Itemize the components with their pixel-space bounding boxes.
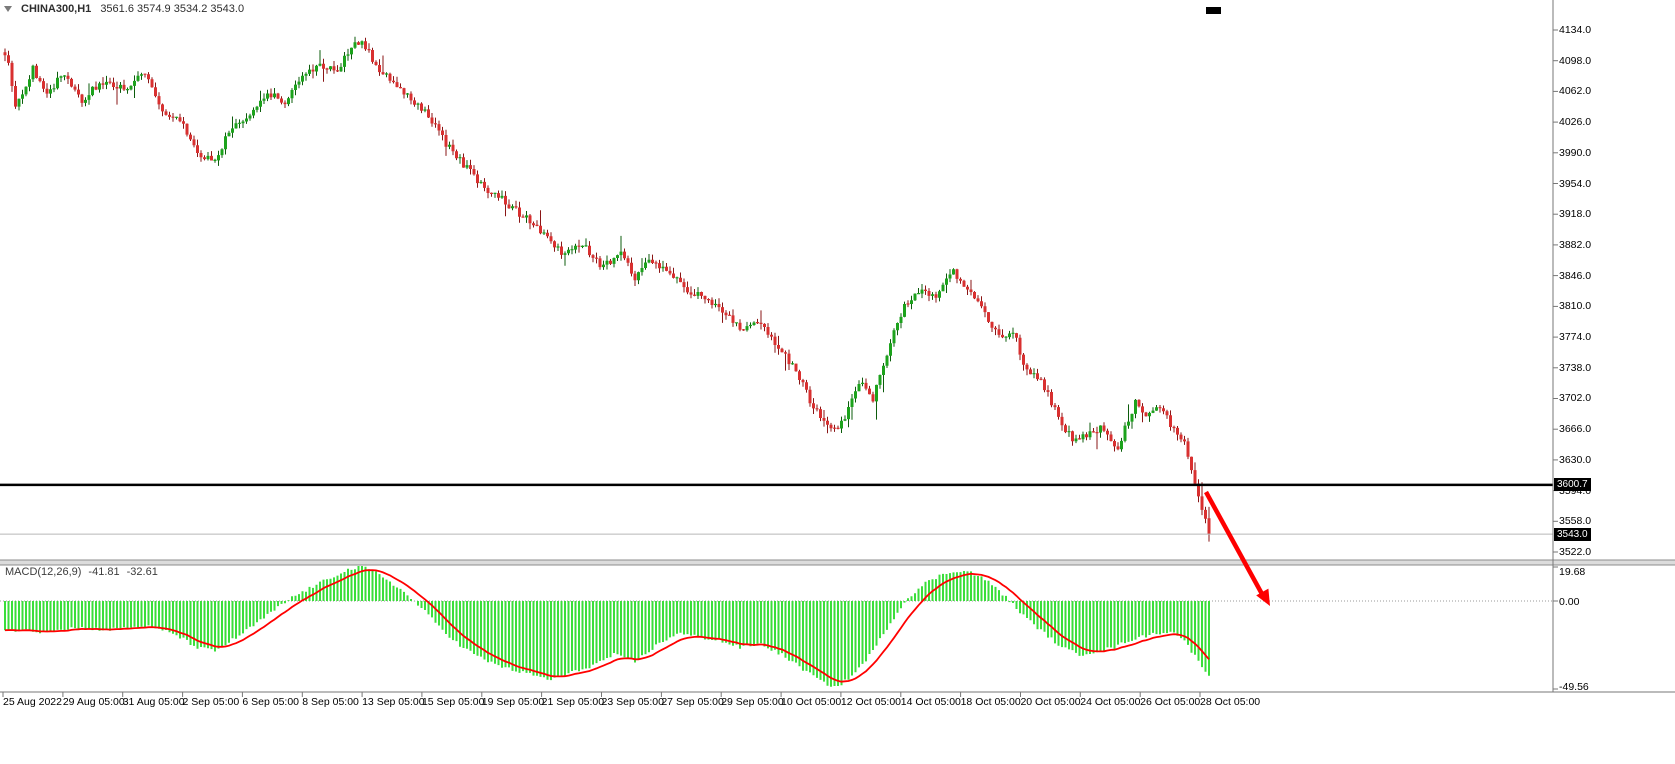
time-axis-label: 13 Sep 05:00 <box>362 696 425 708</box>
time-axis-label: 20 Oct 05:00 <box>1020 696 1081 708</box>
price-axis-label: 3702.0 <box>1559 392 1592 405</box>
symbol-timeframe-label: CHINA300,H1 <box>21 3 92 15</box>
bid-price-tag: 3543.0 <box>1554 527 1591 541</box>
price-axis-label: 4062.0 <box>1559 85 1592 98</box>
trend-arrow-annotation[interactable] <box>1204 490 1270 606</box>
candlesticks <box>3 36 1211 542</box>
time-axis-label: 14 Oct 05:00 <box>900 696 961 708</box>
price-axis-label: 3666.0 <box>1559 423 1592 436</box>
price-axis-label: 4026.0 <box>1559 116 1592 129</box>
trendline-price-tag: 3600.7 <box>1554 478 1591 492</box>
macd-signal-value: -32.61 <box>126 566 158 578</box>
one-click-trading-icon[interactable] <box>4 6 12 12</box>
panel-divider[interactable] <box>0 559 1675 566</box>
axis-ticks <box>2 29 1558 697</box>
macd-main-value: -41.81 <box>88 566 120 578</box>
time-axis-label: 15 Sep 05:00 <box>421 696 485 708</box>
price-axis-label: 3630.0 <box>1559 453 1592 466</box>
time-axis-label: 31 Aug 05:00 <box>122 696 185 708</box>
time-axis-label: 12 Oct 05:00 <box>840 696 902 708</box>
time-axis-label: 27 Sep 05:00 <box>661 696 724 708</box>
macd-axis-label: -49.56 <box>1559 681 1589 693</box>
time-axis-label: 18 Oct 05:00 <box>960 696 1021 708</box>
price-axis-label: 3810.0 <box>1559 300 1592 313</box>
time-axis-label: 24 Oct 05:00 <box>1080 696 1141 708</box>
price-axis-label: 3738.0 <box>1559 361 1592 374</box>
chart-ohlc-header: CHINA300,H1 3561.6 3574.9 3534.2 3543.0 <box>4 3 244 15</box>
time-axis-label: 2 Sep 05:00 <box>182 696 240 708</box>
macd-name: MACD(12,26,9) <box>5 566 82 578</box>
price-axis-label: 3522.0 <box>1559 546 1592 558</box>
time-axis-label: 21 Sep 05:00 <box>541 696 605 708</box>
price-axis-label: 3918.0 <box>1559 208 1592 221</box>
macd-axis-label: 19.68 <box>1559 566 1586 578</box>
price-axis-label: 3882.0 <box>1559 238 1592 251</box>
time-axis-label: 19 Sep 05:00 <box>481 696 545 708</box>
price-axis-label: 3954.0 <box>1559 177 1592 190</box>
macd-signal-line <box>4 569 1210 683</box>
time-axis-label: 26 Oct 05:00 <box>1140 696 1201 708</box>
time-axis-label: 28 Oct 05:00 <box>1200 696 1261 708</box>
macd-indicator-label: MACD(12,26,9) -41.81 -32.61 <box>5 566 158 578</box>
price-axis-label: 4134.0 <box>1559 24 1592 36</box>
time-axis-label: 10 Oct 05:00 <box>781 696 842 708</box>
time-axis-label: 29 Sep 05:00 <box>721 696 784 708</box>
time-axis-label: 25 Aug 2022 <box>3 696 62 708</box>
time-axis-label: 8 Sep 05:00 <box>302 696 359 708</box>
price-axis-label: 3774.0 <box>1559 331 1592 344</box>
price-axis-label: 3990.0 <box>1559 146 1592 159</box>
time-axis-label: 6 Sep 05:00 <box>242 696 300 708</box>
macd-axis-label: 0.00 <box>1559 595 1580 608</box>
chart-shift-marker[interactable] <box>1206 7 1221 14</box>
time-axis[interactable]: 25 Aug 2022 29 Aug 05:00 31 Aug 05:00 2 Sep… <box>0 692 1675 722</box>
price-axis-label: 3558.0 <box>1559 515 1592 528</box>
macd-histogram <box>4 566 1210 687</box>
price-axis[interactable]: 4134.0 4098.0 4062.0 4026.0 3990.0 3954.0 3918… <box>1553 0 1675 693</box>
price-axis-label: 3846.0 <box>1559 269 1592 282</box>
time-axis-label: 29 Aug 05:00 <box>62 696 125 708</box>
time-axis-label: 23 Sep 05:00 <box>601 696 664 708</box>
ohlc-values: 3561.6 3574.9 3534.2 3543.0 <box>100 3 245 15</box>
price-axis-label: 4098.0 <box>1559 54 1592 67</box>
